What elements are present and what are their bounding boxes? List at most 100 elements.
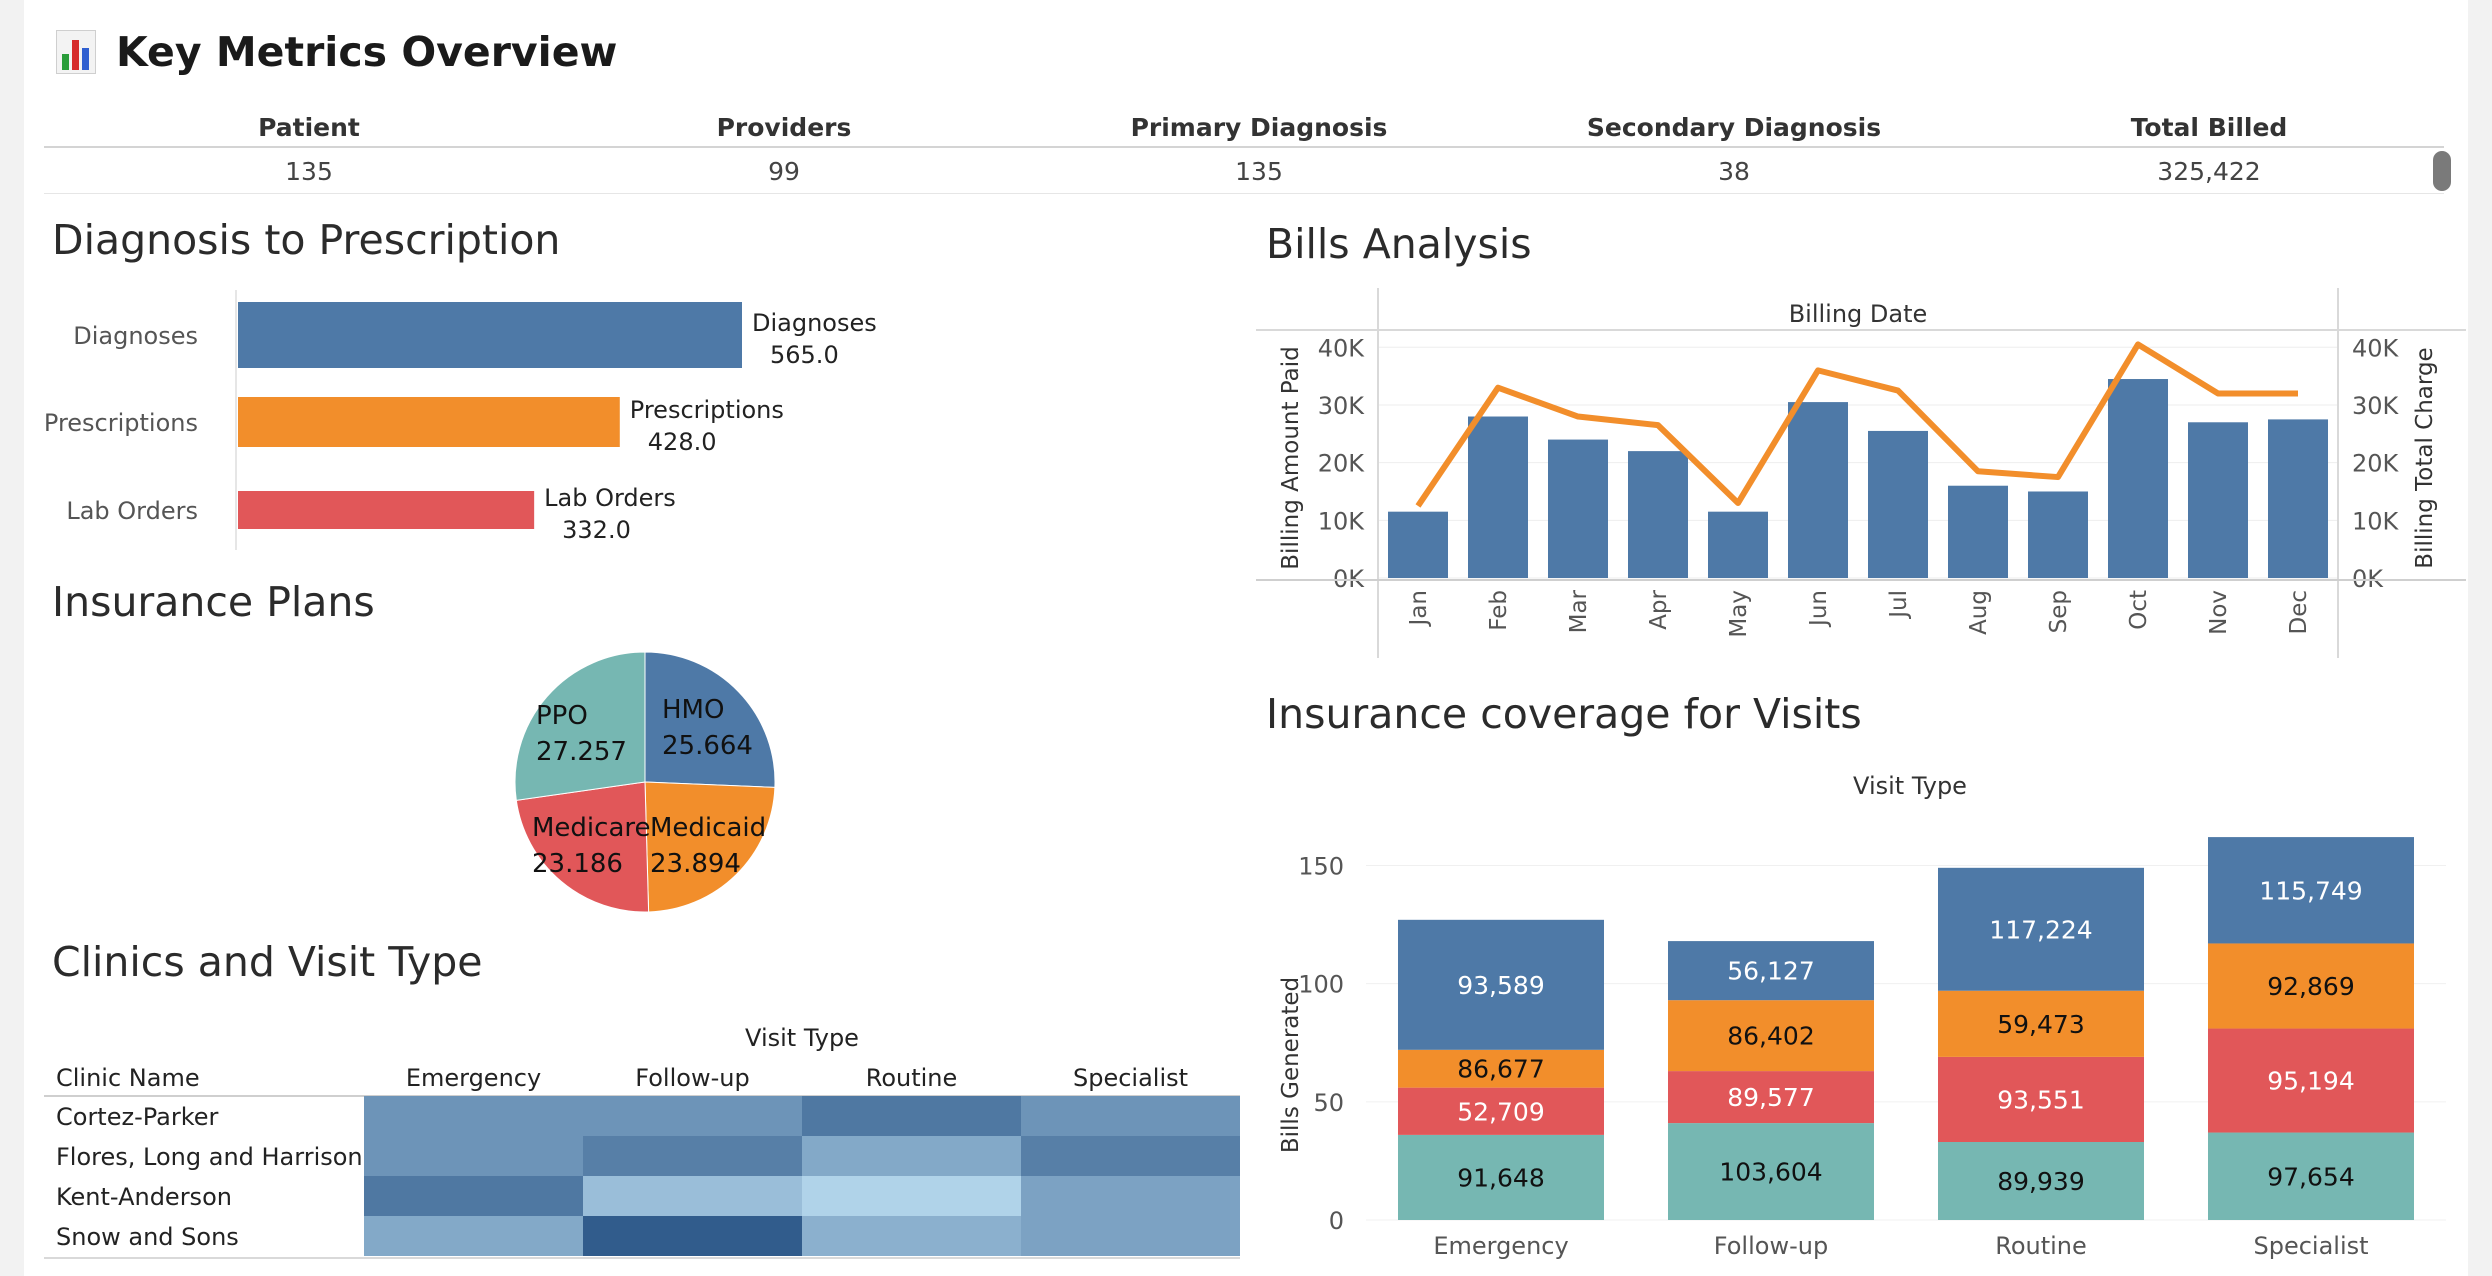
pie-slice-label: HMO bbox=[662, 695, 724, 725]
bills-left-axis-label: Billing Amount Paid bbox=[1278, 346, 1304, 569]
coverage-segment-label: 92,869 bbox=[2267, 972, 2354, 1001]
bills-month-label: Nov bbox=[2206, 590, 2232, 635]
bills-bar bbox=[1868, 430, 1928, 578]
bills-right-tick: 30K bbox=[2352, 392, 2400, 420]
pie-slice bbox=[644, 651, 776, 788]
coverage-segment-label: 56,127 bbox=[1727, 957, 1814, 986]
coverage-bar-segment bbox=[1668, 1000, 1874, 1072]
bills-month-label: Feb bbox=[1486, 590, 1512, 631]
coverage-segment-label: 89,939 bbox=[1997, 1167, 2084, 1196]
heatmap-cell bbox=[1021, 1136, 1240, 1176]
coverage-segment-label: 103,604 bbox=[1719, 1158, 1822, 1187]
coverage-bar-segment bbox=[1668, 1071, 1874, 1124]
heatmap-cell bbox=[583, 1136, 802, 1176]
bills-bar bbox=[2028, 491, 2088, 578]
dashboard-header: Key Metrics Overview bbox=[56, 24, 617, 80]
bills-bar bbox=[1468, 416, 1528, 578]
coverage-bar-segment bbox=[1398, 1049, 1604, 1088]
coverage-y-tick: 0 bbox=[1329, 1207, 1344, 1235]
heatmap-row-label: Kent-Anderson bbox=[56, 1183, 232, 1211]
heatmap-cell bbox=[364, 1216, 583, 1256]
diagnosis-bar-value: 565.0 bbox=[770, 341, 839, 369]
heatmap-cell bbox=[802, 1096, 1021, 1136]
heatmap-cell bbox=[583, 1096, 802, 1136]
coverage-bar-segment bbox=[1938, 1142, 2144, 1220]
heatmap-cell bbox=[583, 1176, 802, 1216]
diagnosis-bar-label: Prescriptions bbox=[630, 396, 784, 424]
coverage-category-label: Specialist bbox=[2253, 1232, 2368, 1260]
pie-slice-value: 23.186 bbox=[532, 849, 623, 879]
kpi-value-primary-diagnosis: 135 bbox=[1235, 157, 1283, 186]
coverage-bar-segment bbox=[1938, 867, 2144, 991]
diagnosis-bar bbox=[238, 397, 620, 447]
heatmap-row-label: Snow and Sons bbox=[56, 1223, 239, 1251]
heatmap-column-label: Emergency bbox=[406, 1064, 541, 1092]
heatmap-row-label: Cortez-Parker bbox=[56, 1103, 219, 1131]
diagnosis-category-label: Prescriptions bbox=[44, 409, 198, 437]
bills-month-label: Sep bbox=[2046, 590, 2072, 633]
coverage-category-label: Routine bbox=[1995, 1232, 2087, 1260]
bills-bar bbox=[1788, 402, 1848, 578]
bills-charge-line bbox=[1415, 341, 2298, 508]
kpi-value-total-billed: 325,422 bbox=[2157, 157, 2261, 186]
bills-bar bbox=[1948, 485, 2008, 578]
diagnosis-bar-label: Diagnoses bbox=[752, 309, 877, 337]
page-margin-right bbox=[2468, 0, 2492, 1276]
coverage-bar-segment bbox=[1668, 941, 1874, 1001]
coverage-stacked-chart: Visit Type Bills Generated 0 50 100 150 91,648… bbox=[1278, 772, 2446, 1260]
coverage-bar-segment bbox=[1398, 1134, 1604, 1220]
bills-month-label: Jul bbox=[1886, 590, 1912, 620]
diagnosis-bar-value: 332.0 bbox=[562, 516, 631, 544]
bills-month-label: Jun bbox=[1806, 590, 1832, 628]
coverage-bar-segment bbox=[1938, 1056, 2144, 1142]
bills-month-label: May bbox=[1726, 590, 1752, 638]
coverage-bar-segment bbox=[1668, 1123, 1874, 1220]
coverage-segment-label: 52,709 bbox=[1457, 1097, 1544, 1126]
bills-left-tick: 40K bbox=[1318, 334, 1366, 362]
page-margin-left bbox=[0, 0, 24, 1276]
bills-bar bbox=[1628, 451, 1688, 578]
kpi-header-patient: Patient bbox=[258, 113, 360, 142]
coverage-segment-label: 117,224 bbox=[1989, 915, 2092, 944]
coverage-segment-label: 93,589 bbox=[1457, 971, 1544, 1000]
coverage-bar-segment bbox=[2208, 1028, 2414, 1133]
pie-slice-value: 23.894 bbox=[650, 849, 741, 879]
diagnosis-bar-value: 428.0 bbox=[648, 428, 717, 456]
coverage-segment-label: 97,654 bbox=[2267, 1162, 2354, 1191]
coverage-bar-segment bbox=[2208, 837, 2414, 944]
kpi-values-row: 135 99 135 38 325,422 bbox=[44, 150, 2444, 194]
coverage-bar-segment bbox=[1398, 1087, 1604, 1135]
coverage-segment-label: 86,677 bbox=[1457, 1055, 1544, 1084]
coverage-y-tick: 150 bbox=[1298, 852, 1344, 880]
heatmap-column-label: Routine bbox=[866, 1064, 958, 1092]
bills-right-tick: 20K bbox=[2352, 450, 2400, 478]
bills-left-tick: 20K bbox=[1318, 450, 1366, 478]
pie-slice-label: PPO bbox=[536, 701, 588, 731]
pie-slice bbox=[515, 781, 650, 913]
diagnosis-bar bbox=[238, 491, 535, 529]
bills-bar bbox=[1708, 511, 1768, 578]
coverage-segment-label: 95,194 bbox=[2267, 1067, 2354, 1096]
coverage-segment-label: 115,749 bbox=[2259, 876, 2362, 905]
bar-chart-icon bbox=[56, 30, 96, 74]
pie-slice bbox=[644, 781, 776, 913]
heatmap-cell bbox=[364, 1136, 583, 1176]
bills-column-header: Billing Date bbox=[1789, 300, 1928, 328]
diagnosis-section-title: Diagnosis to Prescription bbox=[52, 216, 561, 264]
bills-bar bbox=[1548, 439, 1608, 578]
clinics-heatmap: Visit Type Clinic Name Emergency Follow-up R… bbox=[44, 1024, 1240, 1259]
coverage-category-label: Emergency bbox=[1433, 1232, 1568, 1260]
bills-month-label: Mar bbox=[1566, 589, 1592, 633]
kpi-header-secondary-diagnosis: Secondary Diagnosis bbox=[1586, 113, 1882, 142]
kpi-value-patient: 135 bbox=[285, 157, 333, 186]
bills-left-tick: 10K bbox=[1318, 507, 1366, 535]
kpi-scrollbar[interactable] bbox=[2433, 151, 2451, 191]
heatmap-column-header: Visit Type bbox=[745, 1024, 859, 1052]
kpi-value-secondary-diagnosis: 38 bbox=[1718, 157, 1750, 186]
bills-month-label: Aug bbox=[1966, 590, 1992, 635]
coverage-bar-segment bbox=[2208, 1132, 2414, 1220]
bills-bar bbox=[2188, 422, 2248, 578]
heatmap-cell bbox=[1021, 1216, 1240, 1256]
pie-slice bbox=[514, 651, 646, 801]
